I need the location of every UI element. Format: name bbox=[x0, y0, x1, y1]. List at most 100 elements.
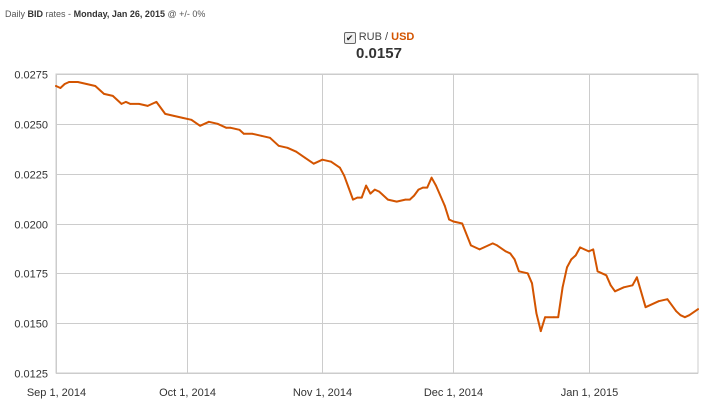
data-point bbox=[111, 95, 114, 97]
data-point bbox=[155, 101, 158, 103]
data-point bbox=[59, 87, 62, 89]
data-point bbox=[321, 158, 324, 161]
y-tick-label: 0.0125 bbox=[14, 369, 48, 381]
data-point bbox=[609, 284, 612, 287]
data-point bbox=[435, 184, 437, 187]
data-point bbox=[452, 220, 455, 223]
data-point bbox=[592, 248, 595, 251]
legend-base-currency: RUB bbox=[358, 31, 382, 43]
data-point bbox=[356, 196, 359, 199]
data-point bbox=[85, 83, 88, 85]
data-point bbox=[229, 126, 232, 129]
data-point bbox=[679, 314, 682, 317]
data-point bbox=[535, 312, 538, 315]
data-point bbox=[347, 186, 350, 189]
data-point bbox=[251, 132, 254, 135]
series-line bbox=[55, 81, 699, 333]
data-point bbox=[544, 316, 546, 319]
data-point bbox=[72, 81, 75, 83]
data-point bbox=[238, 128, 241, 131]
x-tick-label: Oct 1, 2014 bbox=[159, 387, 216, 399]
data-point bbox=[579, 246, 581, 249]
data-point bbox=[666, 298, 669, 301]
checkmark-icon[interactable]: ✔ bbox=[343, 32, 356, 44]
x-tick-label: Jan 1, 2015 bbox=[561, 387, 619, 399]
data-point bbox=[408, 198, 411, 201]
data-point bbox=[583, 248, 586, 251]
data-point bbox=[526, 272, 529, 275]
data-point bbox=[657, 300, 660, 303]
data-point bbox=[448, 218, 450, 221]
data-point bbox=[688, 314, 691, 317]
data-point bbox=[404, 198, 407, 201]
data-point bbox=[68, 81, 70, 83]
data-point bbox=[570, 258, 573, 261]
data-point bbox=[684, 316, 686, 319]
data-point bbox=[443, 204, 446, 207]
data-point bbox=[295, 150, 298, 153]
data-point bbox=[146, 105, 149, 107]
data-point bbox=[513, 258, 516, 261]
data-point bbox=[63, 83, 66, 85]
data-point bbox=[430, 176, 433, 179]
data-point bbox=[286, 146, 289, 149]
data-point bbox=[352, 198, 354, 201]
data-point bbox=[470, 244, 472, 247]
x-tick-label: Dec 1, 2014 bbox=[424, 387, 483, 399]
series-legend: ✔ RUB / USD bbox=[0, 31, 706, 44]
data-point bbox=[509, 252, 512, 255]
header-middle: rates - bbox=[45, 9, 72, 19]
data-point bbox=[343, 174, 346, 177]
data-point bbox=[539, 330, 542, 332]
data-point bbox=[644, 306, 647, 309]
legend-quote-currency: USD bbox=[391, 31, 415, 43]
data-point bbox=[491, 242, 494, 245]
data-point bbox=[422, 186, 424, 189]
data-point bbox=[574, 254, 577, 257]
data-point bbox=[199, 124, 202, 127]
chart-header: Daily BID rates - Monday, Jan 26, 2015 @… bbox=[5, 9, 205, 19]
data-point bbox=[76, 81, 79, 83]
header-bid-label: BID bbox=[27, 9, 44, 19]
data-point bbox=[417, 188, 420, 191]
data-point bbox=[561, 286, 564, 289]
header-suffix: @ +/- 0% bbox=[167, 9, 206, 19]
data-point bbox=[125, 101, 127, 103]
data-point bbox=[675, 310, 678, 313]
data-point bbox=[636, 276, 638, 279]
data-point bbox=[260, 134, 263, 137]
data-point bbox=[277, 144, 280, 147]
y-tick-label: 0.0275 bbox=[14, 70, 48, 82]
y-tick-label: 0.0225 bbox=[14, 170, 48, 182]
x-tick-label: Nov 1, 2014 bbox=[293, 387, 352, 399]
data-point bbox=[596, 270, 599, 273]
data-point bbox=[413, 194, 415, 197]
data-point bbox=[622, 286, 625, 289]
y-tick-label: 0.0175 bbox=[14, 269, 48, 281]
data-point bbox=[566, 266, 568, 269]
data-point bbox=[330, 160, 332, 163]
data-point bbox=[697, 308, 699, 311]
data-point bbox=[242, 132, 245, 135]
data-point bbox=[312, 162, 315, 165]
data-point bbox=[173, 115, 175, 117]
data-point bbox=[605, 274, 608, 277]
y-tick-label: 0.0200 bbox=[14, 220, 48, 232]
data-point bbox=[373, 188, 376, 191]
data-point bbox=[360, 196, 363, 199]
y-tick-label: 0.0250 bbox=[14, 120, 48, 132]
y-tick-label: 0.0150 bbox=[14, 319, 48, 331]
data-point bbox=[518, 270, 520, 273]
header-prefix: Daily bbox=[5, 9, 26, 19]
data-point bbox=[164, 113, 167, 115]
data-point bbox=[496, 244, 498, 247]
current-rate-value: 0.0157 bbox=[356, 45, 402, 62]
data-point bbox=[387, 198, 389, 201]
data-point bbox=[190, 118, 193, 121]
data-point bbox=[103, 93, 105, 95]
x-tick-label: Sep 1, 2014 bbox=[27, 387, 86, 399]
data-point bbox=[181, 117, 184, 119]
plot-frame bbox=[55, 73, 699, 374]
legend-separator: / bbox=[385, 31, 389, 43]
